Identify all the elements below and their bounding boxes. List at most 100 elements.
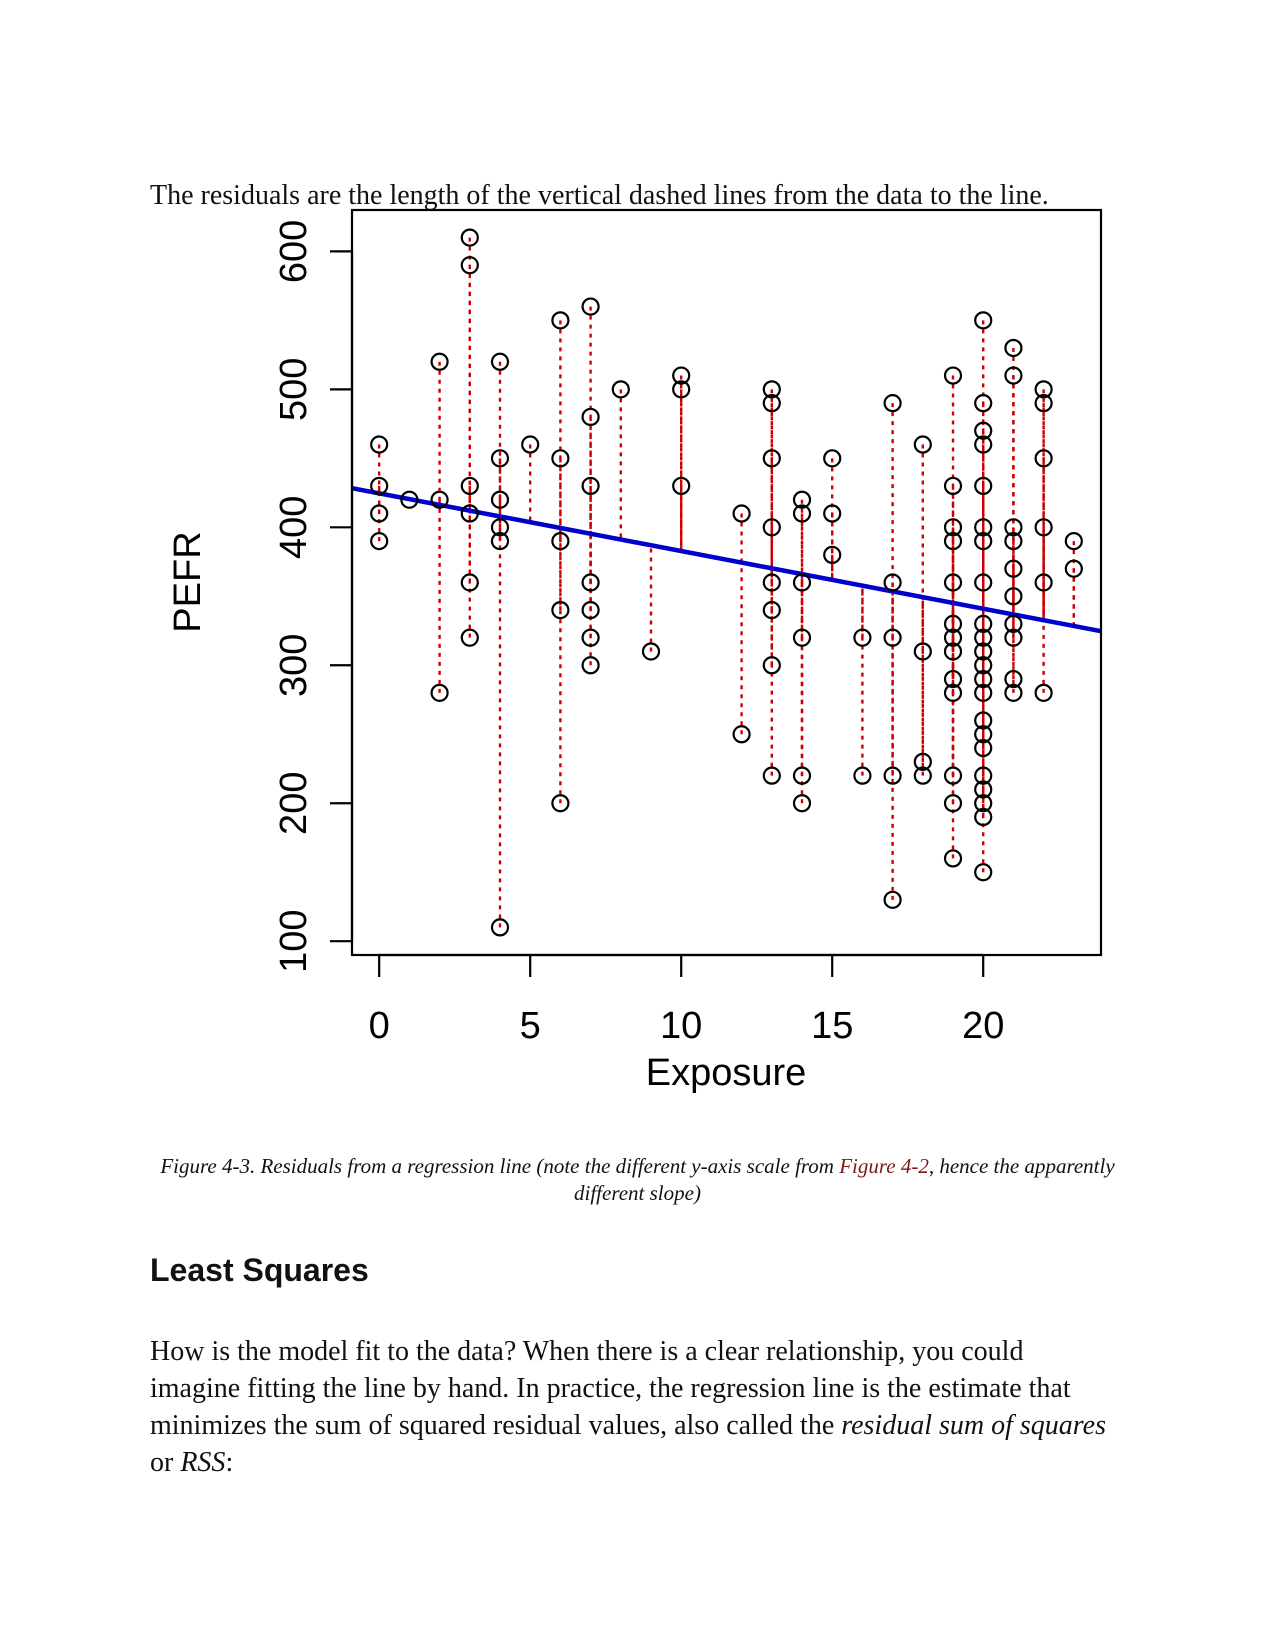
data-point bbox=[732, 504, 751, 523]
data-point bbox=[943, 766, 963, 785]
data-point bbox=[974, 738, 993, 758]
data-point bbox=[974, 311, 993, 330]
data-point bbox=[823, 545, 842, 565]
data-point bbox=[762, 600, 781, 620]
data-point bbox=[581, 297, 600, 316]
data-point bbox=[430, 490, 449, 509]
data-point bbox=[883, 394, 902, 413]
y-tick-label: 300 bbox=[273, 634, 315, 697]
data-point bbox=[853, 766, 872, 785]
data-point bbox=[974, 780, 993, 799]
data-point bbox=[762, 394, 781, 413]
data-point bbox=[490, 918, 510, 937]
data-point bbox=[762, 573, 781, 592]
intro-text: The residuals are the length of the vert… bbox=[150, 180, 1049, 211]
figure-caption: Figure 4-3. Residuals from a regression … bbox=[150, 1153, 1125, 1207]
data-point bbox=[370, 435, 389, 454]
data-point bbox=[672, 366, 691, 385]
data-point bbox=[883, 890, 902, 909]
y-tick-label: 500 bbox=[273, 358, 315, 421]
data-point bbox=[1004, 683, 1023, 702]
data-point bbox=[943, 476, 963, 496]
data-point bbox=[913, 752, 932, 771]
data-point bbox=[823, 504, 842, 523]
data-point bbox=[974, 614, 993, 633]
data-point bbox=[974, 794, 993, 813]
data-point bbox=[792, 504, 812, 523]
data-point bbox=[490, 518, 510, 537]
y-tick-label: 600 bbox=[273, 220, 315, 283]
data-point bbox=[974, 807, 993, 827]
data-point bbox=[792, 794, 812, 813]
data-point bbox=[581, 573, 600, 592]
data-point bbox=[672, 380, 691, 399]
data-point bbox=[1004, 532, 1023, 551]
data-point bbox=[1034, 449, 1053, 468]
data-point bbox=[460, 628, 479, 647]
data-point bbox=[974, 863, 993, 882]
data-point bbox=[370, 532, 389, 551]
data-point bbox=[1004, 518, 1023, 537]
data-point bbox=[913, 766, 932, 785]
data-points bbox=[370, 228, 1083, 937]
data-point bbox=[792, 490, 812, 509]
data-point bbox=[672, 476, 691, 496]
data-point bbox=[460, 504, 479, 523]
data-point bbox=[974, 642, 993, 661]
data-point bbox=[581, 656, 600, 675]
data-point bbox=[611, 380, 630, 399]
data-point bbox=[1034, 380, 1053, 399]
data-point bbox=[974, 421, 993, 440]
y-tick-label: 400 bbox=[273, 496, 315, 559]
data-point bbox=[460, 228, 479, 247]
data-point bbox=[400, 490, 419, 509]
data-point bbox=[1034, 394, 1053, 413]
data-point bbox=[853, 628, 872, 647]
data-point bbox=[460, 476, 479, 496]
data-point bbox=[1034, 683, 1053, 702]
caption-prefix: Figure 4-3. Residuals from a regression … bbox=[160, 1154, 840, 1178]
data-point bbox=[1004, 366, 1023, 385]
data-point bbox=[943, 573, 963, 592]
data-point bbox=[581, 407, 600, 427]
data-point bbox=[974, 656, 993, 675]
y-tick-label: 100 bbox=[273, 910, 315, 973]
term-residual-sum-of-squares: residual sum of squares bbox=[841, 1410, 1106, 1441]
data-point bbox=[1064, 532, 1083, 551]
data-point bbox=[581, 476, 600, 496]
data-point bbox=[551, 311, 570, 330]
data-point bbox=[792, 628, 812, 647]
caption-suffix: , hence the apparently different slope) bbox=[574, 1154, 1115, 1205]
data-point bbox=[823, 449, 842, 468]
figure-link[interactable]: Figure 4-2 bbox=[839, 1154, 929, 1178]
data-point bbox=[551, 600, 570, 620]
data-point bbox=[792, 573, 812, 592]
data-point bbox=[551, 449, 570, 468]
data-point bbox=[490, 352, 510, 371]
data-point bbox=[943, 794, 963, 813]
data-point bbox=[460, 256, 479, 275]
data-point bbox=[974, 435, 993, 454]
body-text-2: or bbox=[150, 1447, 181, 1478]
regression-line-group bbox=[351, 485, 1102, 634]
y-axis-label: PEFR bbox=[167, 531, 209, 632]
data-point bbox=[974, 394, 993, 413]
term-rss: RSS bbox=[180, 1447, 226, 1478]
x-tick-label: 20 bbox=[962, 1005, 1004, 1047]
x-tick-label: 5 bbox=[520, 1005, 541, 1047]
data-point bbox=[490, 490, 510, 509]
data-point bbox=[490, 532, 510, 551]
data-point bbox=[551, 532, 570, 551]
data-point bbox=[1004, 559, 1023, 578]
x-axis-label: Exposure bbox=[646, 1052, 807, 1094]
data-point bbox=[1004, 587, 1023, 606]
axes: 0 5 10 15 20 100 200 300 400 500 600 bbox=[273, 220, 1004, 1047]
residual-lines bbox=[377, 237, 1076, 928]
data-point bbox=[943, 532, 963, 551]
data-point bbox=[974, 476, 993, 496]
data-point bbox=[1004, 628, 1023, 647]
data-point bbox=[943, 614, 963, 633]
data-point bbox=[974, 711, 993, 730]
x-tick-label: 10 bbox=[660, 1005, 702, 1047]
data-point bbox=[1034, 518, 1053, 537]
